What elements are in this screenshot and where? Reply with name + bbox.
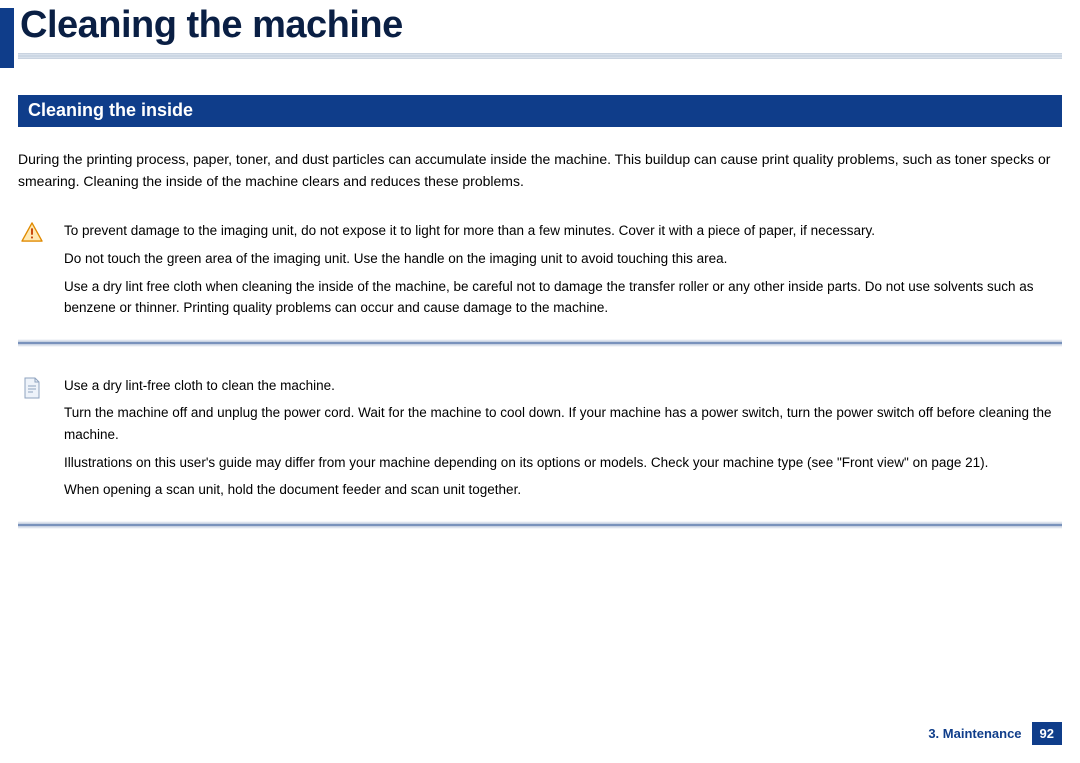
intro-paragraph: During the printing process, paper, tone… xyxy=(18,149,1062,192)
title-accent-block xyxy=(0,8,14,68)
warning-body: To prevent damage to the imaging unit, d… xyxy=(64,220,1062,324)
divider-rule xyxy=(18,339,1062,347)
note-body: Use a dry lint-free cloth to clean the m… xyxy=(64,375,1062,507)
title-area: Cleaning the machine xyxy=(18,0,1062,59)
divider-rule xyxy=(18,521,1062,529)
note-line: Use a dry lint-free cloth to clean the m… xyxy=(64,375,1062,397)
warning-line: Do not touch the green area of the imagi… xyxy=(64,248,1062,270)
note-line: When opening a scan unit, hold the docum… xyxy=(64,479,1062,501)
footer-page-number: 92 xyxy=(1032,722,1062,745)
warning-block: To prevent damage to the imaging unit, d… xyxy=(18,220,1062,324)
note-icon xyxy=(18,375,46,399)
warning-line: To prevent damage to the imaging unit, d… xyxy=(64,220,1062,242)
manual-page: Cleaning the machine Cleaning the inside… xyxy=(0,0,1080,763)
title-rule xyxy=(18,53,1062,59)
page-title: Cleaning the machine xyxy=(18,4,1062,47)
footer-chapter: 3. Maintenance xyxy=(928,726,1021,741)
warning-icon xyxy=(18,220,46,242)
note-block: Use a dry lint-free cloth to clean the m… xyxy=(18,375,1062,507)
section-heading: Cleaning the inside xyxy=(18,95,1062,127)
note-line: Turn the machine off and unplug the powe… xyxy=(64,402,1062,445)
note-line: Illustrations on this user's guide may d… xyxy=(64,452,1062,474)
page-footer: 3. Maintenance 92 xyxy=(928,722,1062,745)
warning-line: Use a dry lint free cloth when cleaning … xyxy=(64,276,1062,319)
